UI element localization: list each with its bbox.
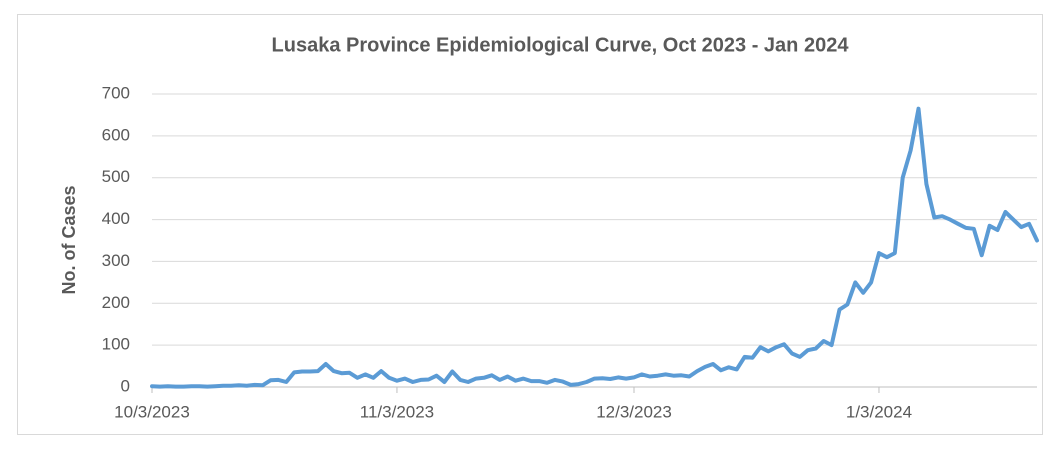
data-line	[150, 106, 1039, 389]
x-tick-label: 11/3/2023	[360, 402, 434, 421]
x-tick-label: 10/3/2023	[114, 402, 190, 421]
y-tick-label: 700	[102, 83, 130, 102]
y-tick-label: 500	[102, 167, 130, 186]
chart-border	[17, 14, 1043, 435]
y-tick-label: 0	[121, 376, 130, 395]
y-tick-label: 400	[102, 209, 130, 228]
y-tick-label: 300	[102, 251, 130, 270]
y-tick-label: 200	[102, 293, 130, 312]
y-tick-label: 600	[102, 125, 130, 144]
y-axis-label: No. of Cases	[59, 185, 79, 294]
x-tick-label: 12/3/2023	[596, 402, 672, 421]
x-tick-label: 1/3/2024	[846, 402, 912, 421]
chart-title: Lusaka Province Epidemiological Curve, O…	[272, 34, 850, 56]
y-tick-label: 100	[102, 335, 130, 354]
